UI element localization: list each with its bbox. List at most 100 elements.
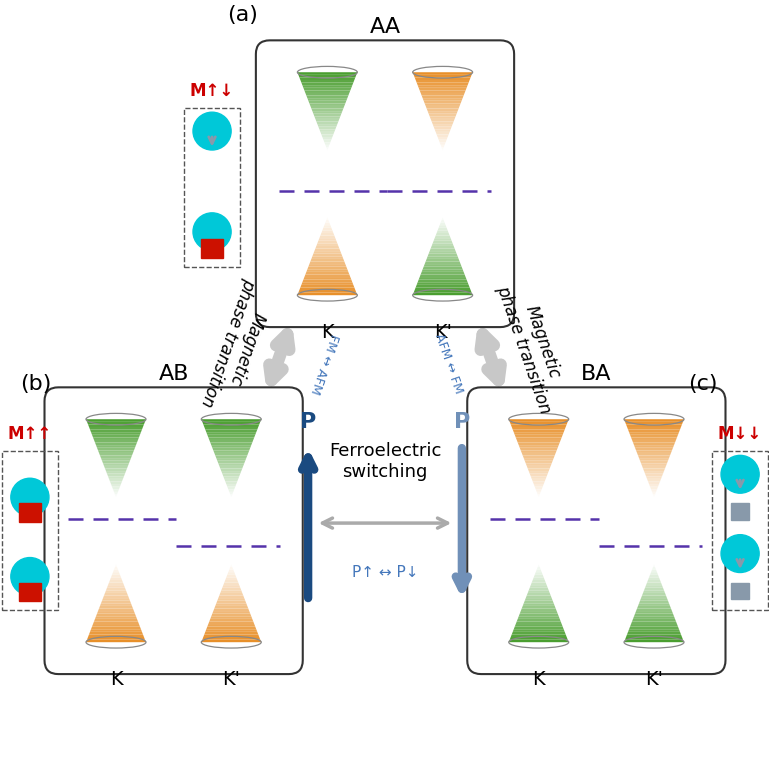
Polygon shape xyxy=(311,256,343,259)
Polygon shape xyxy=(89,427,143,429)
Polygon shape xyxy=(209,437,254,440)
Polygon shape xyxy=(633,442,675,445)
Polygon shape xyxy=(433,241,453,244)
Polygon shape xyxy=(440,222,446,225)
Polygon shape xyxy=(320,129,336,132)
Polygon shape xyxy=(531,476,547,479)
Text: P↑ ↔ P↓: P↑ ↔ P↓ xyxy=(352,565,418,580)
Polygon shape xyxy=(226,578,237,580)
Polygon shape xyxy=(314,248,340,251)
Polygon shape xyxy=(626,424,682,427)
Polygon shape xyxy=(219,593,243,595)
Polygon shape xyxy=(511,424,567,427)
Polygon shape xyxy=(510,422,567,424)
Polygon shape xyxy=(297,293,357,295)
Polygon shape xyxy=(637,606,671,608)
Polygon shape xyxy=(440,220,444,222)
Polygon shape xyxy=(87,422,145,424)
Polygon shape xyxy=(417,280,467,282)
Polygon shape xyxy=(517,619,561,621)
Polygon shape xyxy=(642,593,666,595)
Bar xyxy=(19,583,41,601)
Text: FM ↔ AFM: FM ↔ AFM xyxy=(307,332,340,395)
FancyBboxPatch shape xyxy=(45,387,303,674)
Polygon shape xyxy=(534,484,544,487)
Polygon shape xyxy=(304,274,350,277)
Polygon shape xyxy=(649,484,659,487)
Polygon shape xyxy=(103,463,129,466)
Text: Magnetic
phase transition: Magnetic phase transition xyxy=(197,276,277,416)
Bar xyxy=(201,239,223,257)
Polygon shape xyxy=(417,83,469,86)
Polygon shape xyxy=(299,290,357,293)
Polygon shape xyxy=(104,466,128,468)
Polygon shape xyxy=(629,432,679,435)
Text: BA: BA xyxy=(581,364,611,384)
Polygon shape xyxy=(213,608,249,611)
Polygon shape xyxy=(310,103,345,106)
Polygon shape xyxy=(637,453,671,455)
Polygon shape xyxy=(207,435,256,437)
Polygon shape xyxy=(303,88,351,90)
Polygon shape xyxy=(426,259,460,261)
Polygon shape xyxy=(206,626,256,630)
Polygon shape xyxy=(223,583,239,585)
Polygon shape xyxy=(217,461,246,463)
Polygon shape xyxy=(634,445,674,448)
Polygon shape xyxy=(306,269,348,272)
Polygon shape xyxy=(109,580,123,583)
Polygon shape xyxy=(437,137,447,140)
Text: K': K' xyxy=(223,669,240,688)
Polygon shape xyxy=(642,466,666,468)
Polygon shape xyxy=(419,88,467,90)
Polygon shape xyxy=(430,119,454,121)
Polygon shape xyxy=(230,565,233,567)
Polygon shape xyxy=(226,484,236,487)
Polygon shape xyxy=(106,471,126,474)
Polygon shape xyxy=(529,588,549,591)
Polygon shape xyxy=(111,575,121,578)
Polygon shape xyxy=(316,121,338,124)
Polygon shape xyxy=(227,487,236,489)
Polygon shape xyxy=(436,132,450,134)
FancyBboxPatch shape xyxy=(256,40,514,327)
Polygon shape xyxy=(422,96,464,98)
Circle shape xyxy=(721,455,759,494)
Polygon shape xyxy=(509,639,569,643)
Text: K': K' xyxy=(434,322,452,342)
Polygon shape xyxy=(320,132,334,134)
Polygon shape xyxy=(113,570,119,572)
Polygon shape xyxy=(91,432,141,435)
Polygon shape xyxy=(317,241,337,244)
FancyBboxPatch shape xyxy=(467,387,725,674)
Polygon shape xyxy=(429,251,457,254)
Polygon shape xyxy=(513,630,564,632)
Polygon shape xyxy=(420,93,464,96)
Polygon shape xyxy=(434,129,450,132)
Polygon shape xyxy=(641,595,667,598)
Polygon shape xyxy=(413,293,473,295)
Polygon shape xyxy=(509,419,569,422)
Polygon shape xyxy=(433,124,453,127)
Polygon shape xyxy=(514,624,563,626)
Text: K: K xyxy=(532,669,545,688)
Polygon shape xyxy=(512,632,566,634)
Polygon shape xyxy=(321,231,333,233)
Polygon shape xyxy=(105,468,127,471)
Polygon shape xyxy=(437,231,449,233)
Polygon shape xyxy=(530,474,547,476)
Polygon shape xyxy=(417,282,469,285)
Polygon shape xyxy=(434,235,450,238)
Polygon shape xyxy=(313,254,343,256)
Polygon shape xyxy=(323,140,331,142)
Polygon shape xyxy=(218,463,244,466)
Polygon shape xyxy=(204,427,258,429)
Polygon shape xyxy=(427,254,457,256)
Polygon shape xyxy=(313,114,341,116)
Polygon shape xyxy=(108,583,124,585)
Polygon shape xyxy=(108,476,124,479)
Polygon shape xyxy=(635,611,673,613)
Polygon shape xyxy=(300,80,354,83)
Polygon shape xyxy=(95,442,137,445)
Bar xyxy=(712,452,768,610)
